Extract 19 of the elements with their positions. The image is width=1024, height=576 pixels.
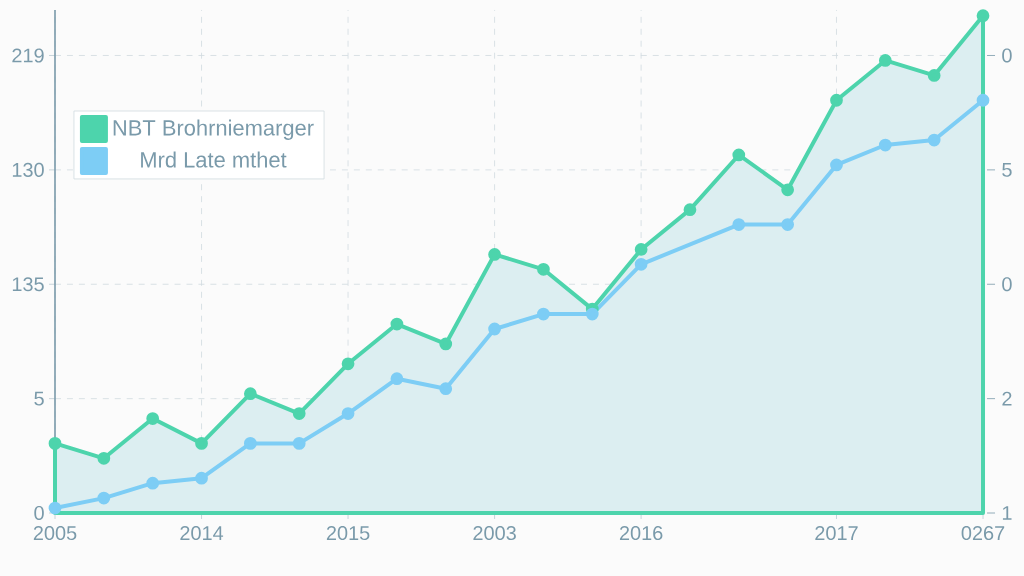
x-tick-label: 2003 — [473, 526, 516, 541]
x-tick-label: 2005 — [33, 526, 77, 541]
x-tick-label: 2016 — [619, 526, 663, 541]
legend-label: NBT Brohrniemarger — [113, 119, 314, 140]
text: 1 — [1002, 506, 1012, 520]
text: 2 — [1002, 391, 1012, 406]
text: 0 — [1002, 48, 1012, 63]
text: 0 — [34, 505, 44, 521]
text: 0 — [1002, 277, 1012, 292]
text: 5 — [34, 391, 44, 406]
x-tick-label: 0267 — [961, 526, 1005, 541]
x-tick-label: 2015 — [326, 526, 370, 541]
text: 5 — [1002, 162, 1012, 177]
legend-label: Mrd Late mthet — [141, 151, 287, 168]
text: 135 — [12, 277, 44, 292]
text: 130 — [12, 162, 44, 177]
text: 219 — [12, 48, 44, 63]
x-tick-label: 2017 — [815, 526, 858, 541]
x-tick-label: 2014 — [180, 526, 224, 541]
